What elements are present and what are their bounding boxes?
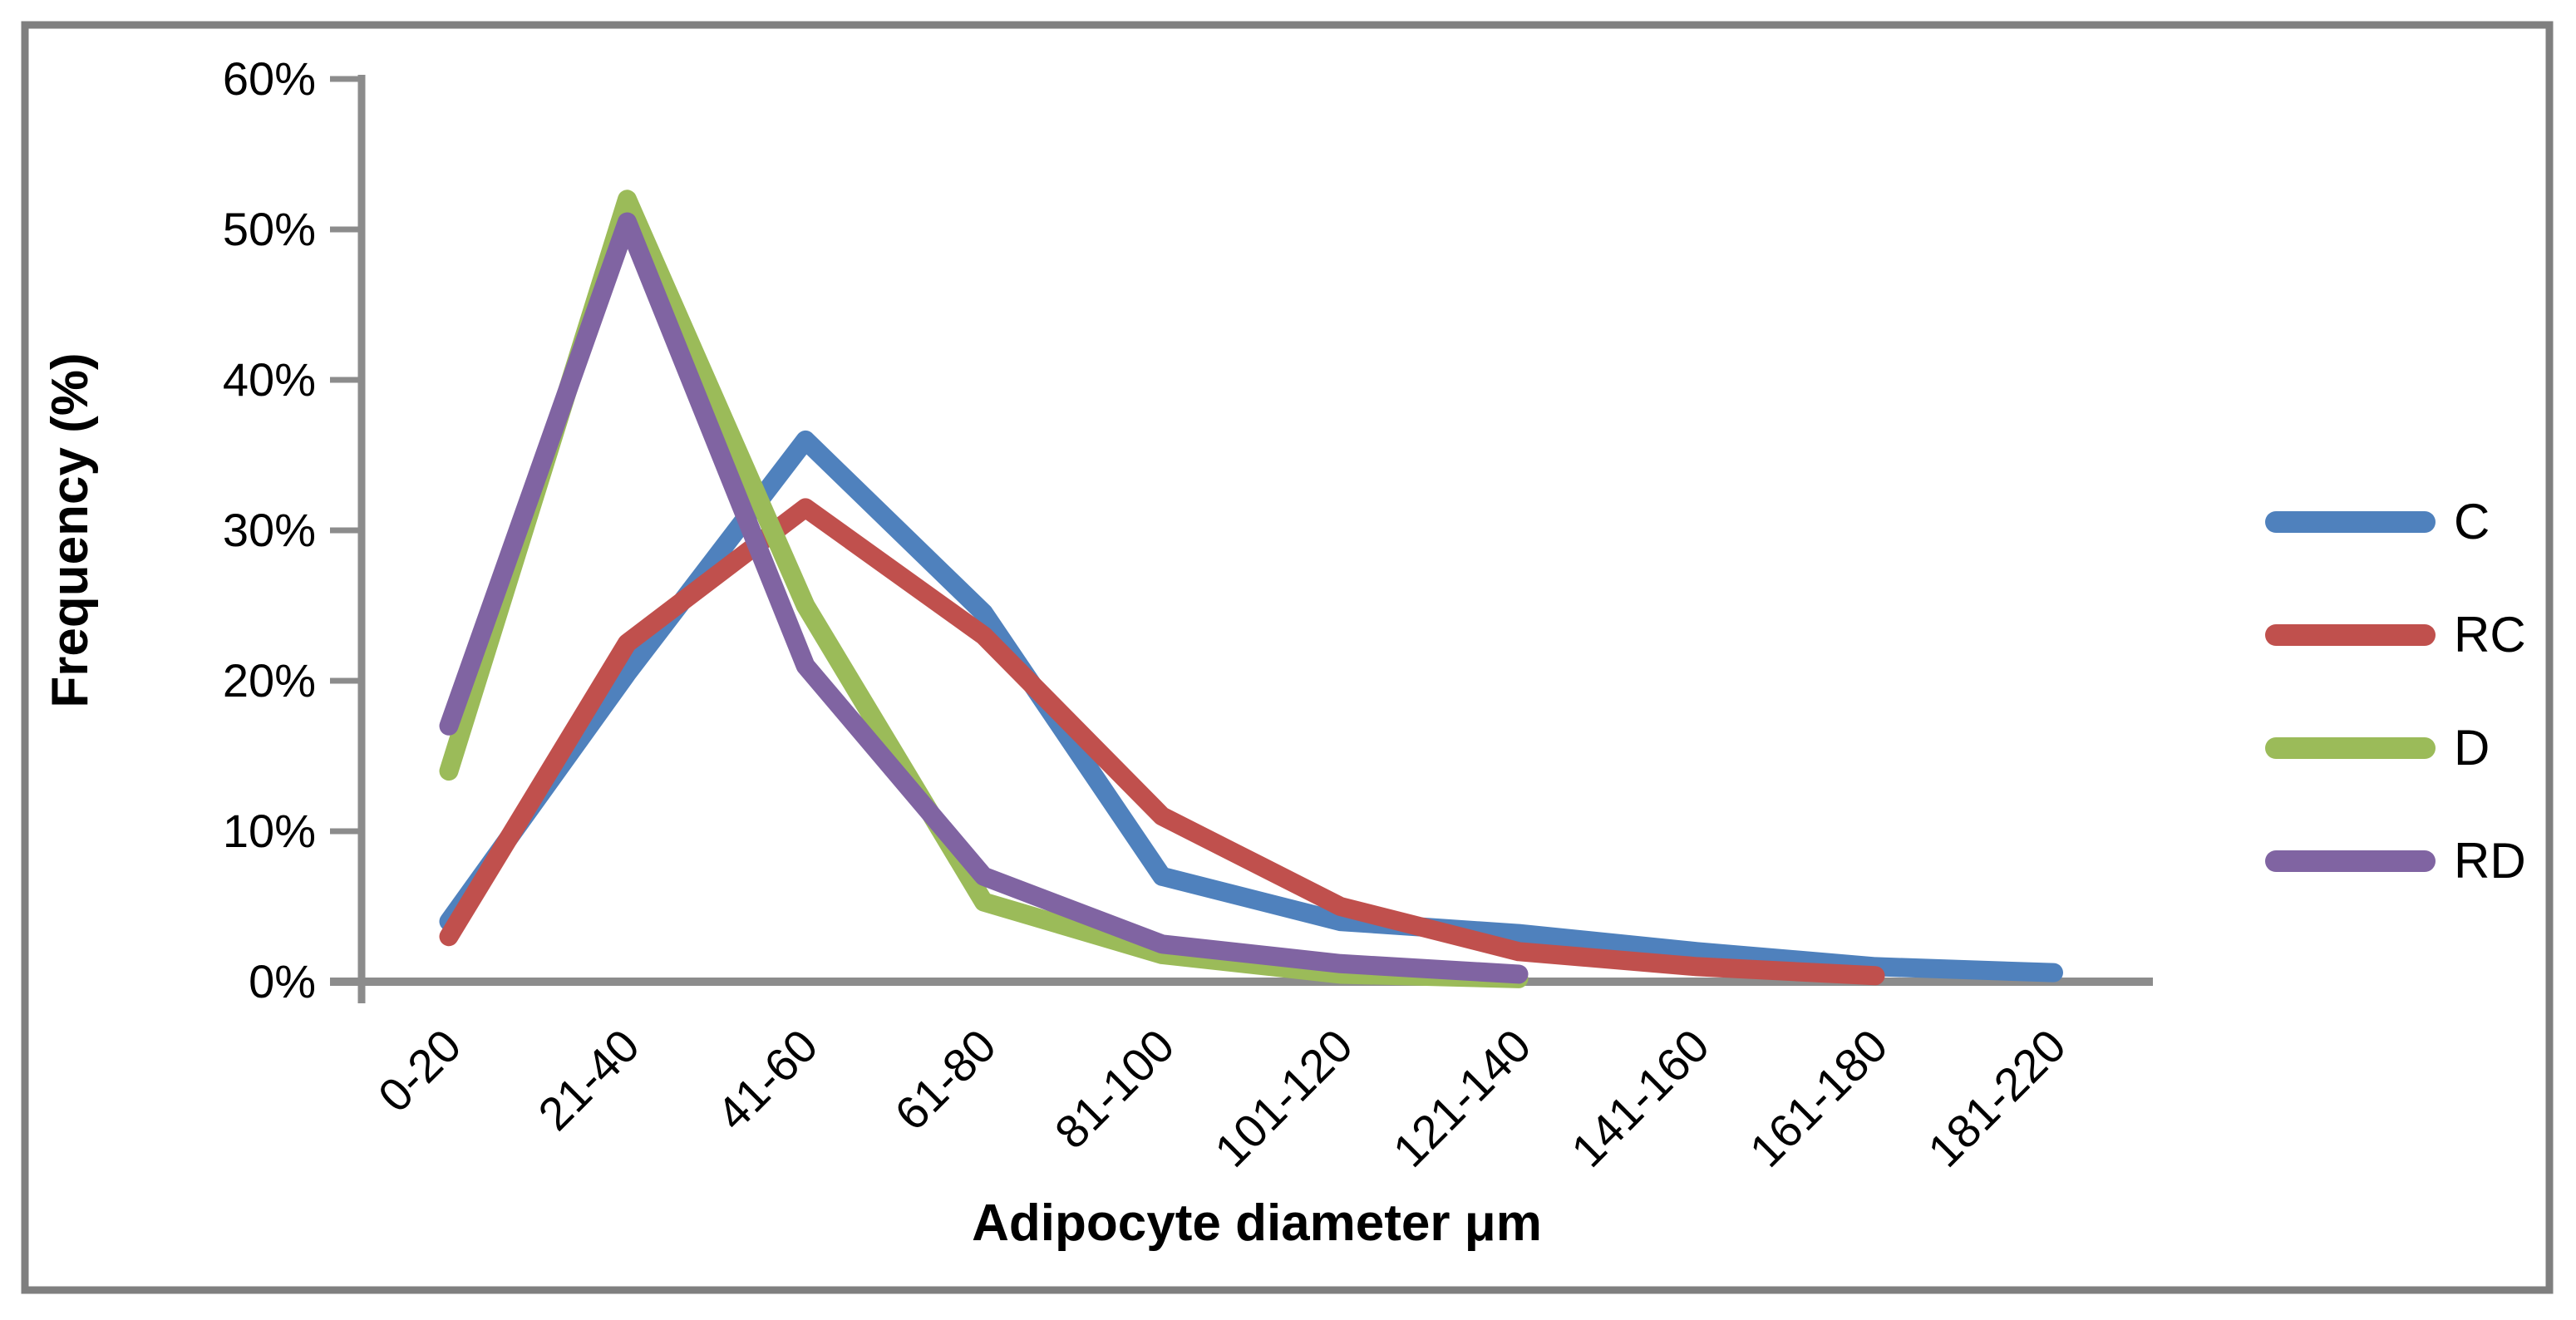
x-tick-label: 21-40	[528, 1019, 649, 1140]
x-tick-label: 41-60	[707, 1019, 828, 1140]
x-tick-label: 161-180	[1740, 1019, 1898, 1177]
legend-label-D: D	[2454, 720, 2490, 776]
legend-item-D: D	[2265, 720, 2490, 776]
x-tick-label: 101-120	[1204, 1019, 1362, 1177]
x-tick-label: 81-100	[1045, 1019, 1185, 1159]
x-axis-labels: 0-20 21-40 41-60 61-80 81-100 101-120 121-140 1…	[368, 1019, 2076, 1177]
y-tick-label: 20%	[223, 654, 316, 707]
legend-swatch-D	[2265, 737, 2436, 759]
legend-swatch-C	[2265, 511, 2436, 533]
y-tick-label: 30%	[223, 504, 316, 556]
legend-label-RD: RD	[2454, 833, 2526, 889]
legend-item-RD: RD	[2265, 833, 2526, 889]
legend-swatch-RC	[2265, 624, 2436, 646]
y-tick-label: 50%	[223, 203, 316, 255]
x-tick-label: 0-20	[368, 1019, 471, 1122]
legend: C RC D RD	[2265, 494, 2526, 889]
y-axis-title: Frequency (%)	[42, 352, 99, 707]
legend-swatch-RD	[2265, 850, 2436, 872]
figure-border	[21, 21, 2554, 1294]
y-tick-label: 0%	[249, 955, 316, 1007]
y-tick-label: 10%	[223, 805, 316, 857]
x-tick-label: 61-80	[884, 1019, 1006, 1140]
series-line-RC	[439, 498, 1885, 986]
legend-label-RC: RC	[2454, 607, 2526, 662]
y-tick-label: 60%	[223, 52, 316, 105]
x-tick-label: 181-220	[1918, 1019, 2076, 1177]
legend-label-C: C	[2454, 494, 2490, 549]
series-line-D	[439, 190, 1529, 988]
series-line-RD	[439, 212, 1529, 984]
legend-item-C: C	[2265, 494, 2490, 549]
x-tick-label: 121-140	[1383, 1019, 1541, 1177]
legend-item-RC: RC	[2265, 607, 2526, 662]
x-tick-label: 141-160	[1561, 1019, 1719, 1177]
y-axis-ticks: 0% 10% 20% 30% 40% 50% 60%	[223, 52, 362, 1007]
series-line-C	[439, 430, 2063, 983]
x-axis-title: Adipocyte diameter μm	[972, 1194, 1542, 1252]
series-lines	[439, 190, 2063, 988]
y-tick-label: 40%	[223, 353, 316, 406]
